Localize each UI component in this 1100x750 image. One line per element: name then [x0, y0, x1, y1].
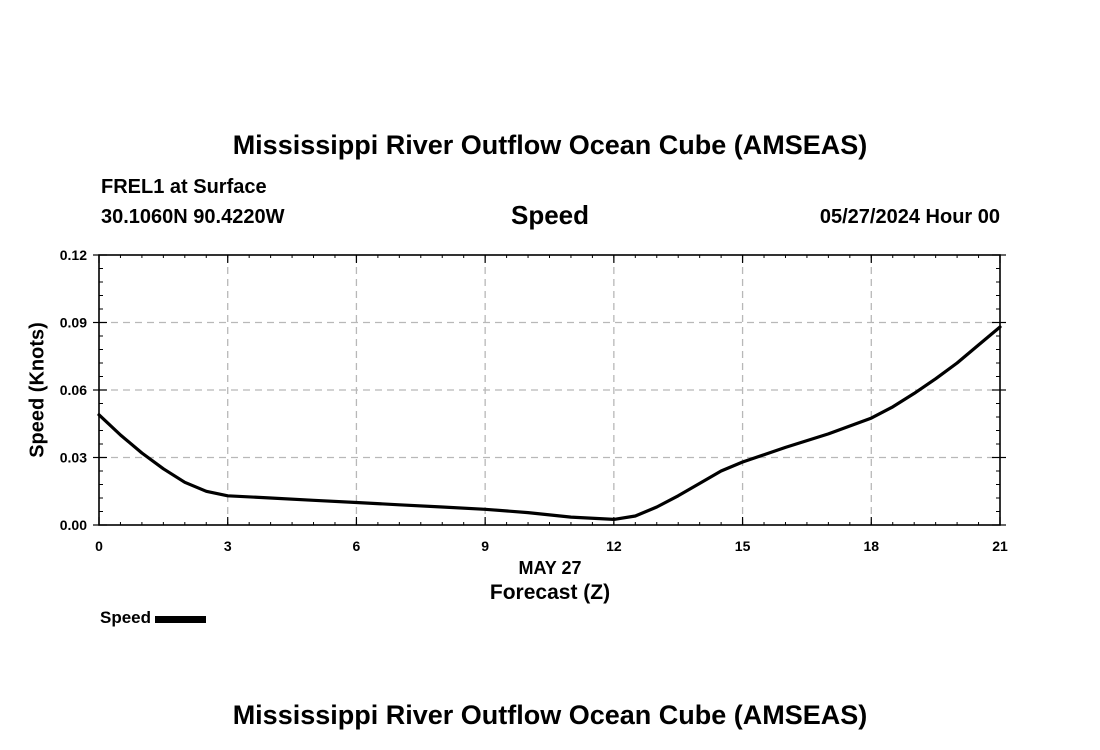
footer-title: Mississippi River Outflow Ocean Cube (AM… — [232, 700, 868, 730]
x-tick-label: 12 — [606, 538, 622, 554]
tick-labels: 0 3 6 9 12 15 18 21 0.00 0.03 0.06 0.09 0.12 — [60, 247, 1008, 554]
x-tick-label: 9 — [481, 538, 489, 554]
y-tick-label: 0.06 — [60, 382, 87, 398]
chart-variable-name: Speed — [510, 200, 590, 230]
y-tick-label: 0.00 — [60, 517, 87, 533]
legend: Speed — [100, 608, 207, 628]
x-tick-label: 3 — [224, 538, 232, 554]
legend-label-speed: Speed — [100, 608, 152, 627]
series-layer — [97, 325, 1002, 522]
forecast-datetime: 05/27/2024 Hour 00 — [819, 206, 1000, 228]
y-tick-label: 0.09 — [60, 315, 87, 331]
plot-frame — [98, 254, 1001, 526]
grid-lines — [99, 255, 1000, 525]
series-line-speed — [97, 325, 1002, 522]
chart-title: Mississippi River Outflow Ocean Cube (AM… — [232, 130, 868, 160]
y-tick-label: 0.03 — [60, 450, 87, 466]
x-axis-date-label: MAY 27 — [518, 558, 582, 578]
coordinates-label: 30.1060N 90.4220W — [101, 206, 285, 228]
x-axis-label: Forecast (Z) — [489, 581, 611, 604]
legend-swatch-speed — [155, 616, 207, 623]
x-tick-label: 21 — [992, 538, 1008, 554]
x-tick-label: 6 — [353, 538, 361, 554]
x-tick-label: 18 — [863, 538, 879, 554]
station-label: FREL1 at Surface — [101, 176, 267, 198]
x-tick-label: 15 — [735, 538, 751, 554]
y-tick-label: 0.12 — [60, 247, 87, 263]
x-tick-label: 0 — [95, 538, 103, 554]
plot-border — [98, 254, 1001, 526]
